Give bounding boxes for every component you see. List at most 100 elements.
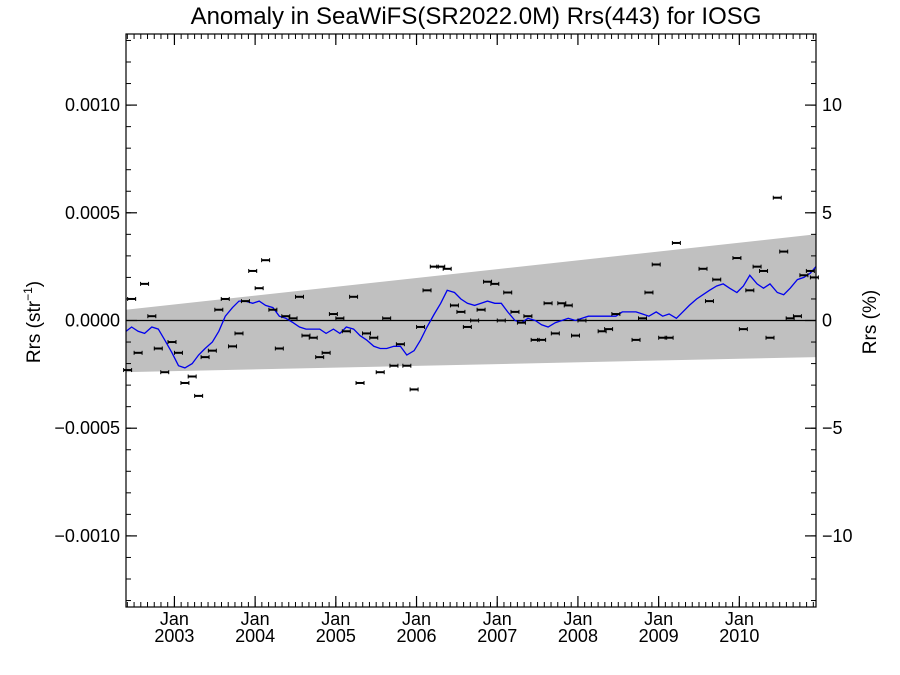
data-point — [490, 281, 500, 286]
running-mean-layer — [125, 266, 817, 369]
y-axis-label-right: Rrs (%) — [860, 290, 881, 354]
data-point — [523, 314, 533, 319]
data-point — [416, 324, 426, 329]
data-point — [335, 316, 345, 321]
x-tick-label-month: Jan — [402, 609, 431, 629]
data-point — [173, 350, 183, 355]
data-point — [799, 273, 809, 278]
data-point — [288, 316, 298, 321]
series-line — [125, 266, 817, 369]
data-point — [671, 240, 681, 245]
x-tick-label-year: 2008 — [558, 626, 598, 646]
y-tick-label-left: 0.0000 — [65, 311, 120, 331]
data-point — [395, 342, 405, 347]
x-tick-label-year: 2005 — [316, 626, 356, 646]
x-tick-label-month: Jan — [644, 609, 673, 629]
data-point — [341, 329, 351, 334]
data-point — [805, 268, 815, 273]
data-point — [792, 314, 802, 319]
y-tick-label-right: 0 — [822, 311, 832, 331]
data-point — [402, 363, 412, 368]
y-tick-label-right: −10 — [822, 526, 853, 546]
y-axis-label-left-base: Rrs (str — [24, 300, 45, 363]
x-tick-label-month: Jan — [483, 609, 512, 629]
data-point — [571, 333, 581, 338]
data-point — [389, 363, 399, 368]
data-point — [207, 348, 217, 353]
y-tick-label-left: −0.0010 — [54, 526, 120, 546]
data-point — [361, 331, 371, 336]
data-point — [369, 335, 379, 340]
data-point — [167, 340, 177, 345]
data-point — [240, 299, 250, 304]
x-tick-label-year: 2006 — [397, 626, 437, 646]
data-point — [577, 318, 587, 323]
data-point — [704, 299, 714, 304]
data-point — [123, 368, 133, 373]
data-point — [563, 303, 573, 308]
x-tick-label-month: Jan — [725, 609, 754, 629]
data-point — [254, 286, 264, 291]
x-tick-label-year: 2007 — [477, 626, 517, 646]
y-tick-label-right: −5 — [822, 418, 843, 438]
tick-labels-layer: 0.0010 0.0005 0.0000 −0.0005 −0.0010 10 5 0 −5 −1… — [54, 95, 852, 646]
data-point — [698, 266, 708, 271]
data-point — [637, 316, 647, 321]
y-tick-label-right: 10 — [822, 95, 842, 115]
data-point — [516, 320, 526, 325]
data-point — [664, 335, 674, 340]
y-tick-label-left: 0.0010 — [65, 95, 120, 115]
data-point — [268, 307, 278, 312]
uncertainty-band-layer — [126, 234, 816, 373]
data-point — [779, 249, 789, 254]
uncertainty-band — [126, 234, 816, 373]
chart-title: Anomaly in SeaWiFS(SR2022.0M) Rrs(443) f… — [191, 3, 762, 30]
data-point — [759, 268, 769, 273]
x-tick-label-year: 2004 — [235, 626, 275, 646]
data-point — [147, 314, 157, 319]
data-point — [631, 337, 641, 342]
x-tick-label-month: Jan — [321, 609, 350, 629]
data-point — [214, 307, 224, 312]
data-point — [422, 288, 432, 293]
data-point — [470, 318, 480, 323]
data-point — [456, 309, 466, 314]
data-point — [738, 327, 748, 332]
x-tick-label-year: 2003 — [154, 626, 194, 646]
data-point — [752, 264, 762, 269]
data-point — [543, 301, 553, 306]
data-point — [295, 294, 305, 299]
data-point — [200, 355, 210, 360]
data-point — [712, 277, 722, 282]
data-point — [651, 262, 661, 267]
data-point — [537, 337, 547, 342]
axes-layer — [125, 33, 817, 608]
x-tick-label-year: 2010 — [719, 626, 759, 646]
x-tick-label-month: Jan — [241, 609, 270, 629]
y-tick-label-left: 0.0005 — [65, 203, 120, 223]
data-point — [462, 324, 472, 329]
data-point — [382, 316, 392, 321]
data-point — [133, 350, 143, 355]
data-point — [510, 309, 520, 314]
y-tick-label-right: 5 — [822, 203, 832, 223]
data-point — [160, 370, 170, 375]
data-point — [550, 331, 560, 336]
data-points-layer — [123, 195, 819, 398]
data-point — [349, 294, 359, 299]
x-tick-label-month: Jan — [160, 609, 189, 629]
y-axis-label-left: Rrs (str−1) — [21, 281, 45, 363]
data-point — [194, 393, 204, 398]
data-point — [274, 346, 284, 351]
x-tick-label-year: 2009 — [639, 626, 679, 646]
data-point — [375, 370, 385, 375]
y-tick-label-left: −0.0005 — [54, 418, 120, 438]
y-axis-label-left-superscript: −1 — [21, 287, 35, 301]
data-point — [644, 290, 654, 295]
data-point — [449, 303, 459, 308]
data-point — [153, 346, 163, 351]
data-point — [328, 312, 338, 317]
x-tick-label-month: Jan — [563, 609, 592, 629]
data-point — [140, 281, 150, 286]
